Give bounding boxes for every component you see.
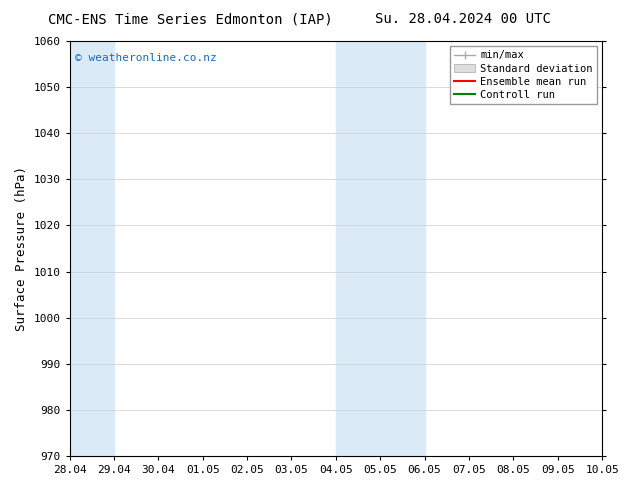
Text: CMC-ENS Time Series Edmonton (IAP): CMC-ENS Time Series Edmonton (IAP): [48, 12, 333, 26]
Bar: [70, 41, 114, 456]
Legend: min/max, Standard deviation, Ensemble mean run, Controll run: min/max, Standard deviation, Ensemble me…: [450, 46, 597, 104]
Bar: [336, 41, 380, 456]
Bar: [380, 41, 425, 456]
Y-axis label: Surface Pressure (hPa): Surface Pressure (hPa): [15, 166, 28, 331]
Text: Su. 28.04.2024 00 UTC: Su. 28.04.2024 00 UTC: [375, 12, 551, 26]
Text: © weatheronline.co.nz: © weatheronline.co.nz: [75, 53, 217, 64]
